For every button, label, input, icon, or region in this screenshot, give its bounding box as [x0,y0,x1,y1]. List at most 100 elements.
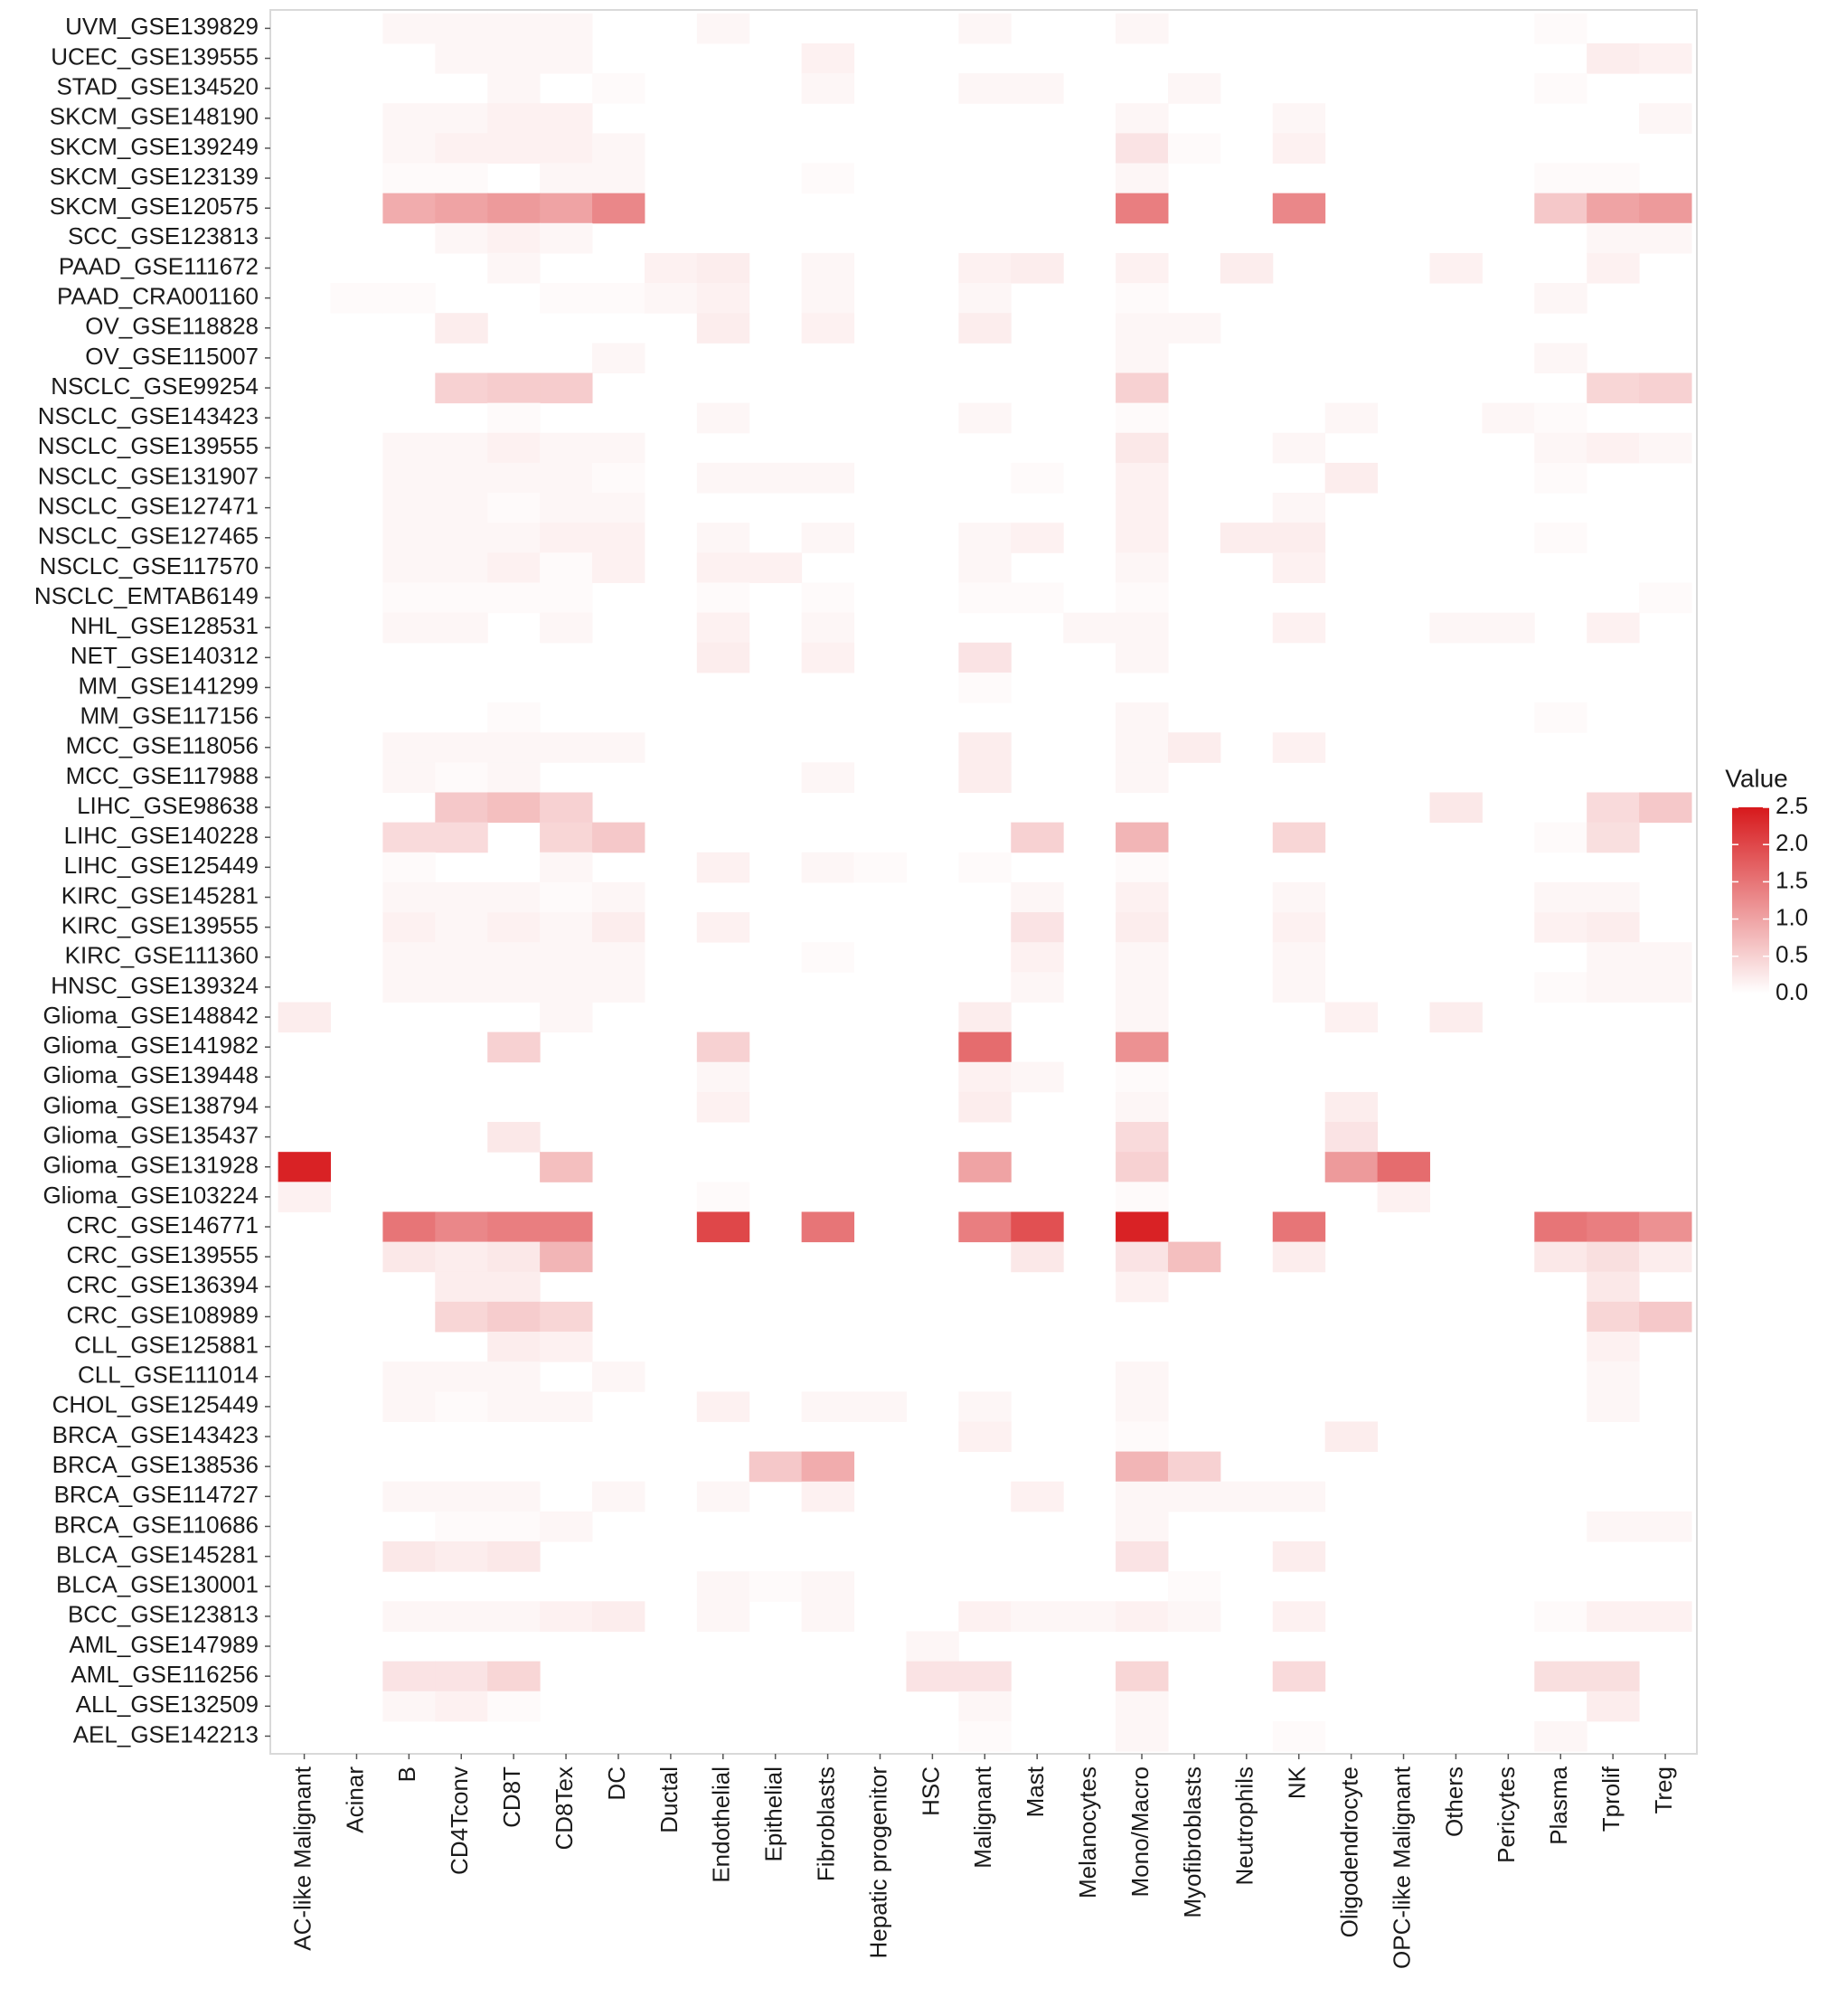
y-tick-label: CHOL_GSE125449 [52,1391,259,1418]
heat-cell [1639,222,1692,254]
y-tick-label: BRCA_GSE114727 [54,1481,259,1508]
heat-cell [1639,1211,1692,1243]
heat-cell [1116,313,1169,344]
heat-cell [435,1511,488,1542]
heat-cell [540,1152,593,1182]
heat-cell [1587,1601,1640,1632]
y-tick-label: BRCA_GSE143423 [52,1421,259,1448]
heat-cell [540,792,593,824]
heat-cell [1639,42,1692,74]
y-tick-label: Glioma_GSE103224 [43,1182,259,1209]
heat-cell [1587,612,1640,644]
heat-cell [1116,372,1169,404]
heat-cell [1639,1601,1692,1632]
heat-cell [592,193,645,224]
heat-cell [1116,762,1169,793]
heat-cell [1116,942,1169,973]
heat-cell [958,1391,1012,1422]
x-tick-label: Treg [1650,1766,1677,1814]
heat-cell [1272,432,1326,464]
legend-title: Value [1725,764,1788,792]
heat-cell [1587,1391,1640,1422]
heat-cell [1116,1211,1169,1243]
y-tick-label: BRCA_GSE110686 [54,1511,259,1538]
colorbar-tick-label: 2.0 [1776,829,1808,856]
heat-cell [1639,1241,1692,1273]
heat-cell [1167,133,1221,165]
heat-cell [1063,1601,1116,1632]
heat-cell [1587,372,1640,404]
heat-cell [801,462,855,494]
heat-cell [1324,402,1379,434]
heat-cell [1534,432,1587,464]
heat-cell [1534,881,1587,913]
x-tick-label: Oligodendrocyte [1336,1766,1363,1937]
heat-cell [801,762,855,793]
heat-cell [1167,1601,1221,1632]
heat-cell [540,942,593,973]
heat-cell [1534,1241,1587,1273]
heat-cell [1116,1421,1169,1453]
y-tick-label: NSCLC_GSE127465 [38,523,259,550]
heat-cell [749,1451,803,1483]
heat-cell [435,1271,488,1303]
heat-cell [1116,1182,1169,1212]
heat-cell [435,372,488,404]
heat-cell [958,762,1012,793]
heat-cell [1534,912,1587,943]
heat-cell [1011,1061,1064,1093]
heat-cell [906,1661,959,1692]
heat-cell [487,972,541,1003]
heat-cell [1324,1002,1379,1033]
x-tick-label: Pericytes [1493,1766,1520,1863]
heat-cell [1116,163,1169,194]
heat-cell [1167,1451,1221,1483]
heat-cell [435,1391,488,1422]
x-tick-label: Endothelial [708,1766,735,1883]
heat-cell [1587,1332,1640,1362]
heat-cell [1116,193,1169,224]
heat-cell [382,133,436,165]
heat-cell [592,163,645,194]
heat-cell [1011,252,1064,284]
heat-cell [1587,1241,1640,1273]
y-tick-label: AML_GSE116256 [71,1661,259,1688]
heat-cell [1116,13,1169,44]
heat-cell [540,13,593,44]
heat-cell [435,762,488,793]
heat-cell [696,1061,750,1093]
heat-cell [906,1631,959,1663]
heat-cell [435,462,488,494]
heat-cell [435,13,488,44]
heat-cell [1116,103,1169,134]
heat-cell [1639,972,1692,1003]
heat-cell [801,582,855,614]
heat-cell [1482,402,1535,434]
x-tick-label: Myofibroblasts [1179,1766,1206,1918]
heat-cell [801,942,855,973]
y-tick-label: MCC_GSE117988 [66,762,259,789]
heat-cell [1116,1122,1169,1153]
heat-cell [487,493,541,523]
y-tick-label: Glioma_GSE135437 [43,1121,259,1148]
heat-cell [958,73,1012,104]
heat-cell [435,942,488,973]
heat-cell [1116,1271,1169,1303]
heat-cell [382,552,436,583]
heat-cell [592,1481,645,1512]
heat-cell [487,1691,541,1722]
heat-cell [487,523,541,553]
x-tick-label: Ductal [655,1766,683,1833]
heat-cell [1272,912,1326,943]
heat-cell [801,163,855,194]
heat-cell [801,313,855,344]
heat-cell [958,13,1012,44]
heat-cell [801,642,855,674]
heat-cell [958,732,1012,763]
heat-cell [1587,1691,1640,1722]
heat-cell [1534,163,1587,194]
heat-cell [958,523,1012,553]
heat-cell [592,73,645,104]
heat-cell [435,732,488,763]
heat-cell [1534,13,1587,44]
